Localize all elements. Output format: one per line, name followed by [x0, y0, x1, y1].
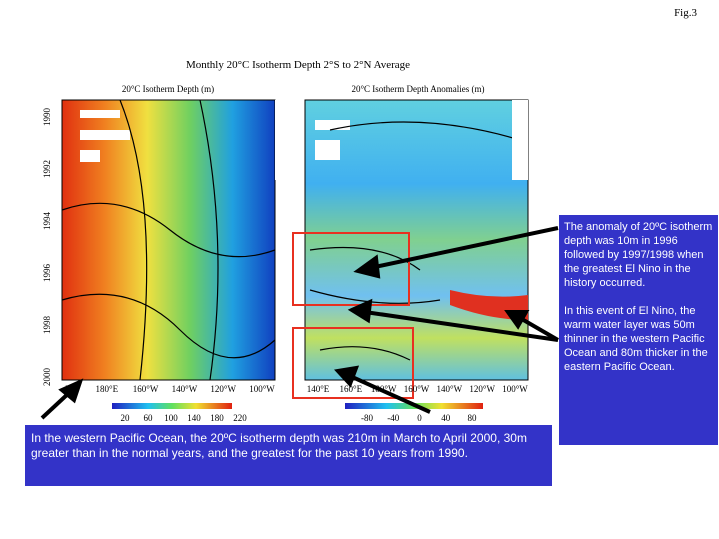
colorbar-label: 20: [121, 413, 131, 423]
contours: [61, 99, 276, 381]
note-text: In this event of El Nino, the warm water…: [564, 305, 708, 373]
note-text: In the western Pacific Ocean, the 20ºC i…: [31, 431, 527, 460]
x-label: 180°E: [95, 384, 118, 394]
arrows: [40, 226, 560, 420]
colorbar-label: 180: [210, 413, 224, 423]
missing-data: [512, 100, 528, 180]
panel-title: 20°C Isotherm Depth Anomalies (m): [351, 84, 484, 94]
axis-labels: 199019921994199619982000E180°E160°W140°W…: [42, 108, 528, 424]
anomaly-panel: [304, 99, 529, 381]
highlight-box: [292, 232, 410, 306]
colorbar-label: 0: [417, 413, 422, 423]
y-label: 1990: [42, 108, 52, 127]
missing-data: [315, 120, 350, 160]
colorbar-label: 220: [233, 413, 247, 423]
colorbar-label: -40: [387, 413, 399, 423]
colorbar-label: 60: [144, 413, 154, 423]
highlight-box: [292, 327, 414, 399]
panel-title: 20°C Isotherm Depth (m): [122, 84, 214, 94]
y-label: 1994: [42, 212, 52, 231]
missing-data: [80, 110, 130, 162]
x-label: 160°W: [133, 384, 159, 394]
x-label: 140°W: [437, 384, 463, 394]
figure-title: Monthly 20°C Isotherm Depth 2°S to 2°N A…: [186, 59, 410, 71]
colorbar-label: 80: [468, 413, 478, 423]
x-label: 120°W: [210, 384, 236, 394]
contours: [309, 121, 521, 361]
y-label: 1996: [42, 264, 52, 283]
x-label: 140°W: [172, 384, 198, 394]
x-label: 100°W: [502, 384, 528, 394]
x-label: 180°W: [371, 384, 397, 394]
x-label: 140°E: [307, 384, 330, 394]
x-label: 160°E: [340, 384, 363, 394]
colorbar-label: -80: [361, 413, 373, 423]
colorbar-label: 100: [164, 413, 178, 423]
x-label: 120°W: [469, 384, 495, 394]
missing-data: [275, 100, 287, 180]
depth-panel: [61, 99, 276, 381]
y-label: 1992: [42, 160, 52, 178]
fig-label: Fig.3: [674, 7, 697, 19]
y-label: 2000: [42, 368, 52, 387]
x-label: 160°W: [404, 384, 430, 394]
colorbar: [112, 403, 232, 409]
note-text: The anomaly of 20ºC isotherm depth was 1…: [564, 221, 713, 289]
note-box: The anomaly of 20ºC isotherm depth was 1…: [559, 215, 718, 445]
y-label: 1998: [42, 316, 52, 335]
colorbar-label: 140: [187, 413, 201, 423]
note-box: In the western Pacific Ocean, the 20ºC i…: [25, 425, 552, 486]
x-label: 100°W: [249, 384, 275, 394]
colorbar-label: 40: [441, 413, 451, 423]
